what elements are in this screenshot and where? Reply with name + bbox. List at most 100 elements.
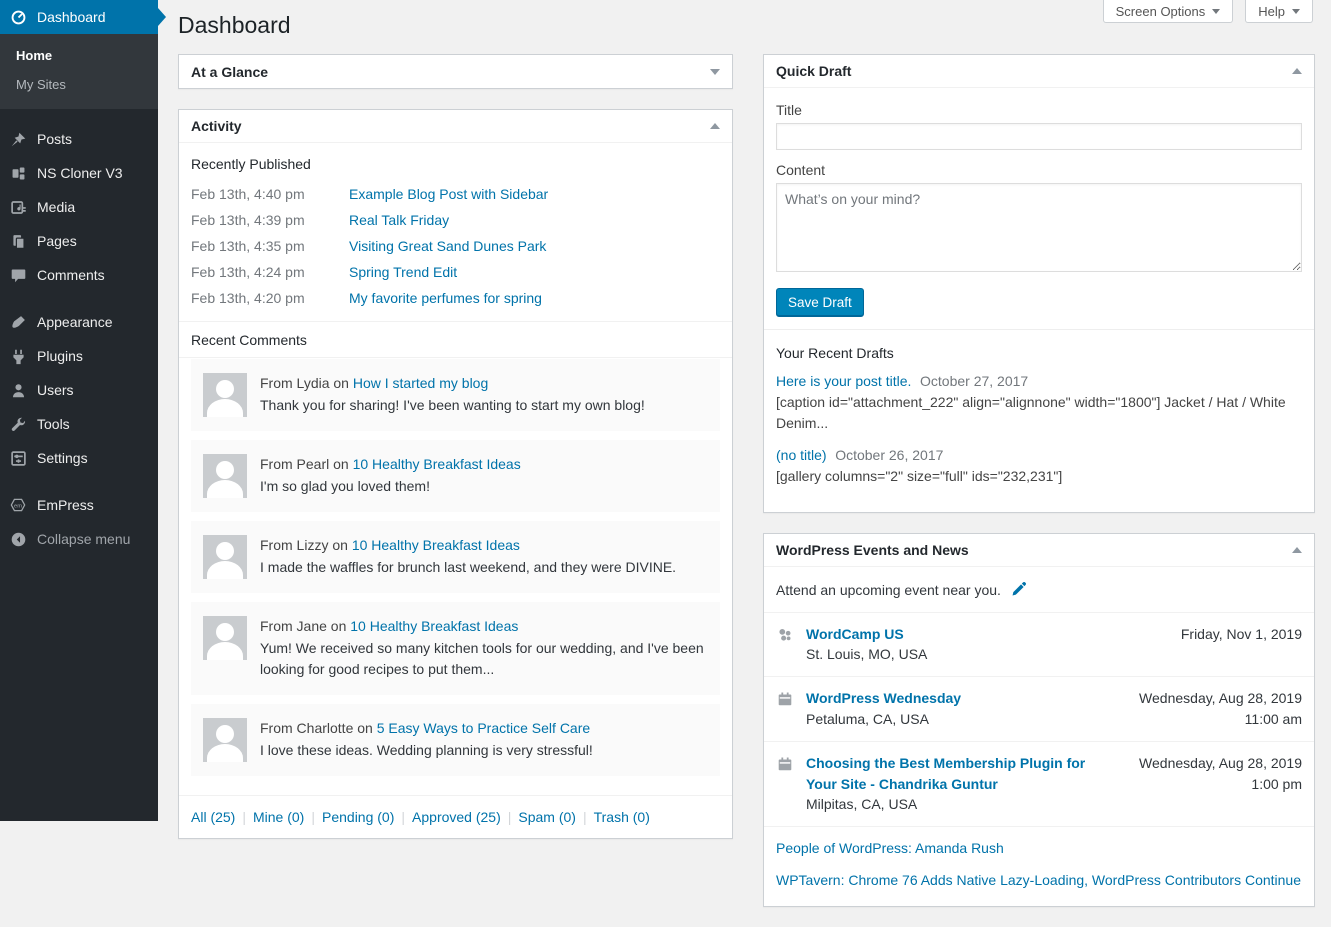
draft-entry: Here is your post title. October 27, 201…	[776, 373, 1302, 434]
collapse-icon	[8, 529, 28, 549]
chevron-down-icon	[1292, 8, 1300, 14]
sidebar-item-posts[interactable]: Posts	[0, 122, 158, 156]
activity-header[interactable]: Activity	[179, 110, 732, 143]
help-button[interactable]: Help	[1245, 0, 1313, 23]
draft-entry: (no title) October 26, 2017 [gallery col…	[776, 447, 1302, 487]
comment-post-link[interactable]: 10 Healthy Breakfast Ideas	[351, 537, 520, 553]
news-links: People of WordPress: Amanda Rush WPTaver…	[764, 827, 1314, 906]
post-link[interactable]: Real Talk Friday	[349, 212, 450, 228]
post-link[interactable]: My favorite perfumes for spring	[349, 290, 542, 306]
sidebar-item-pages[interactable]: Pages	[0, 224, 158, 258]
post-link[interactable]: Visiting Great Sand Dunes Park	[349, 238, 547, 254]
comment-intro: From Lydia on	[260, 375, 349, 391]
avatar	[203, 718, 247, 763]
sidebar-item-appearance[interactable]: Appearance	[0, 305, 158, 339]
sidebar-item-users[interactable]: Users	[0, 373, 158, 407]
wordcamp-icon	[776, 624, 796, 665]
sidebar-item-ns-cloner[interactable]: NS Cloner V3	[0, 156, 158, 190]
post-link[interactable]: Spring Trend Edit	[349, 264, 458, 280]
comment-text: I love these ideas. Wedding planning is …	[260, 741, 593, 758]
events-news-header[interactable]: WordPress Events and News	[764, 534, 1314, 567]
sidebar-item-label: Appearance	[37, 314, 113, 330]
sidebar-item-home[interactable]: Home	[16, 48, 53, 63]
draft-link[interactable]: Here is your post title.	[776, 373, 912, 389]
comment-body: From Pearl on 10 Healthy Breakfast Ideas…	[260, 454, 521, 498]
settings-icon	[8, 448, 28, 468]
separator: |	[242, 809, 246, 826]
collapse-widget-button[interactable]	[700, 123, 720, 129]
event-title-link[interactable]: WordPress Wednesday	[806, 690, 962, 707]
filter-approved[interactable]: Approved (25)	[412, 809, 501, 826]
filter-all[interactable]: All (25)	[191, 809, 236, 826]
published-row: Feb 13th, 4:40 pm Example Blog Post with…	[191, 181, 720, 207]
event-title-link[interactable]: Choosing the Best Membership Plugin for …	[806, 755, 1086, 792]
comment-intro: From Jane on	[260, 618, 347, 634]
collapse-widget-button[interactable]	[1282, 547, 1302, 553]
draft-content-textarea[interactable]	[776, 183, 1302, 272]
filter-pending[interactable]: Pending (0)	[322, 809, 395, 826]
quick-draft-header[interactable]: Quick Draft	[764, 55, 1314, 88]
collapse-menu-button[interactable]: Collapse menu	[0, 522, 158, 556]
sidebar-item-label: Dashboard	[37, 9, 106, 25]
comment-item: From Pearl on 10 Healthy Breakfast Ideas…	[191, 440, 720, 512]
event-main: WordPress Wednesday Petaluma, CA, USA	[806, 688, 1102, 730]
section-title: Recently Published	[191, 156, 311, 172]
publish-date: Feb 13th, 4:35 pm	[191, 238, 305, 254]
sidebar-item-plugins[interactable]: Plugins	[0, 339, 158, 373]
menu-group-admin: Appearance Plugins Users Tools Settings	[0, 305, 158, 475]
comment-post-link[interactable]: 5 Easy Ways to Practice Self Care	[376, 720, 591, 737]
draft-date: October 27, 2017	[920, 373, 1029, 389]
post-link[interactable]: Example Blog Post with Sidebar	[349, 186, 549, 202]
collapse-widget-button[interactable]	[1282, 68, 1302, 74]
separator: |	[311, 809, 315, 826]
comment-text: I'm so glad you loved them!	[260, 477, 430, 494]
sidebar-item-comments[interactable]: Comments	[0, 258, 158, 292]
draft-title-input[interactable]	[776, 123, 1302, 150]
chevron-up-icon	[1292, 547, 1302, 553]
at-a-glance-header[interactable]: At a Glance	[179, 55, 732, 88]
news-link[interactable]: People of WordPress: Amanda Rush	[776, 839, 1004, 856]
comment-post-link[interactable]: 10 Healthy Breakfast Ideas	[352, 456, 521, 472]
screen-options-button[interactable]: Screen Options	[1102, 0, 1234, 23]
event-row: Choosing the Best Membership Plugin for …	[764, 742, 1314, 827]
pin-icon	[8, 129, 28, 149]
comment-list: From Lydia on How I started my blog Than…	[179, 357, 732, 795]
comment-filters: All (25) | Mine (0) | Pending (0) | Appr…	[179, 795, 732, 838]
chevron-down-icon	[1212, 8, 1221, 14]
sidebar-item-empress[interactable]: em EmPress	[0, 488, 158, 522]
filter-spam[interactable]: Spam (0)	[518, 809, 576, 826]
published-row: Feb 13th, 4:39 pm Real Talk Friday	[191, 207, 720, 233]
comment-post-link[interactable]: 10 Healthy Breakfast Ideas	[350, 618, 519, 634]
sidebar-item-settings[interactable]: Settings	[0, 441, 158, 475]
empress-hexagon-icon: em	[8, 495, 28, 515]
event-title-link[interactable]: WordCamp US	[806, 626, 904, 642]
news-link[interactable]: WPTavern: Chrome 76 Adds Native Lazy-Loa…	[776, 872, 1301, 889]
plug-icon	[8, 346, 28, 366]
sidebar-item-label: EmPress	[37, 497, 94, 513]
left-column: At a Glance Activity Recently Published …	[178, 54, 733, 859]
filter-mine[interactable]: Mine (0)	[253, 809, 305, 826]
avatar	[203, 535, 247, 579]
brush-icon	[8, 312, 28, 332]
comment-meta: From Pearl on 10 Healthy Breakfast Ideas	[260, 454, 521, 476]
sidebar-item-tools[interactable]: Tools	[0, 407, 158, 441]
dashboard-submenu: Home My Sites	[0, 34, 158, 109]
comment-intro: From Lizzy on	[260, 537, 348, 553]
content-label: Content	[776, 162, 826, 178]
edit-location-pencil-icon[interactable]	[1010, 581, 1027, 598]
sidebar-item-dashboard[interactable]: Dashboard	[0, 0, 166, 34]
published-row: Feb 13th, 4:35 pm Visiting Great Sand Du…	[191, 233, 720, 259]
expand-widget-button[interactable]	[700, 68, 720, 75]
separator: |	[401, 809, 406, 826]
filter-trash[interactable]: Trash (0)	[593, 809, 650, 826]
widget-title: Quick Draft	[776, 63, 852, 79]
active-item-arrow	[158, 8, 166, 26]
calendar-icon	[776, 688, 796, 730]
comment-item: From Charlotte on 5 Easy Ways to Practic…	[191, 704, 720, 777]
widget-title: WordPress Events and News	[776, 542, 969, 558]
sidebar-item-my-sites[interactable]: My Sites	[16, 77, 66, 92]
save-draft-button[interactable]: Save Draft	[776, 288, 864, 317]
sidebar-item-media[interactable]: Media	[0, 190, 158, 224]
comment-post-link[interactable]: How I started my blog	[352, 375, 489, 391]
draft-link[interactable]: (no title)	[776, 447, 827, 463]
